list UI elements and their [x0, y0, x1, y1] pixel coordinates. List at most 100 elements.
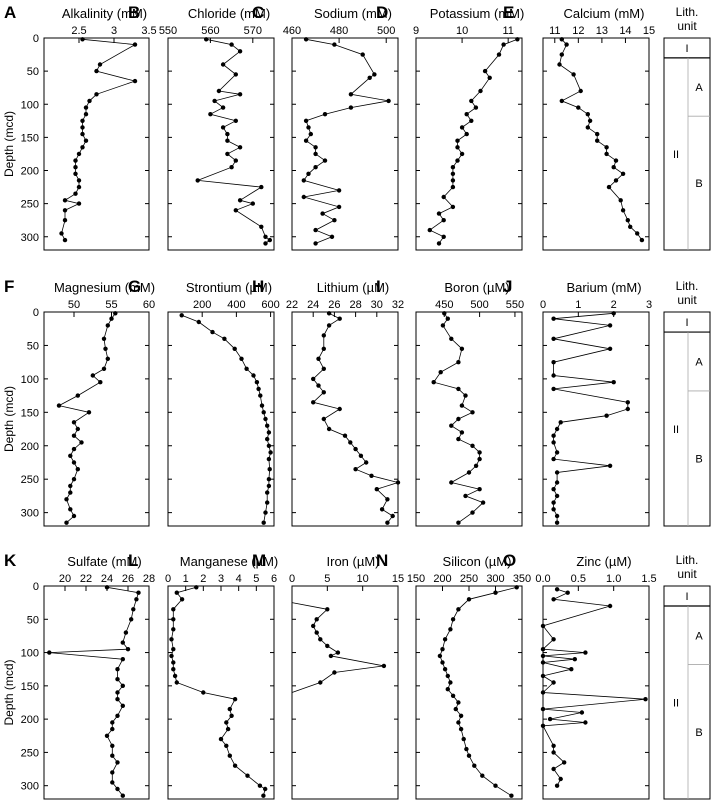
data-point [120, 683, 126, 688]
data-point [76, 184, 82, 190]
data-point [76, 201, 82, 206]
data-point [565, 590, 570, 595]
series-line [57, 313, 116, 523]
data-point [458, 726, 464, 732]
x-tick-label: 1.5 [641, 573, 656, 585]
data-point [73, 171, 78, 176]
data-point [625, 218, 630, 223]
data-point [554, 480, 560, 485]
x-tick-label: 0.0 [535, 573, 550, 585]
data-point [477, 456, 482, 462]
data-point [195, 178, 200, 183]
data-point [587, 118, 593, 124]
data-point [441, 194, 446, 200]
data-point [265, 436, 270, 442]
panel-letter: M [252, 551, 266, 570]
panel-letter: K [4, 551, 17, 570]
panel-title: Magnesium (mM) [54, 280, 155, 295]
panel-letter: E [503, 3, 514, 22]
data-point [456, 416, 461, 422]
data-point [336, 204, 342, 210]
data-point [436, 211, 442, 216]
data-point [244, 366, 249, 371]
data-point [208, 112, 213, 117]
x-tick-label: 14 [619, 25, 631, 37]
data-point [448, 627, 453, 632]
data-point [321, 366, 326, 371]
lith-title: unit [677, 567, 697, 581]
data-point [455, 158, 460, 163]
data-point [606, 184, 612, 190]
panel-title: Potassium (mM) [430, 6, 525, 21]
data-point [515, 37, 520, 42]
data-point [314, 617, 319, 622]
data-point [386, 98, 391, 104]
data-point [263, 786, 268, 792]
y-tick-label: 0 [33, 307, 39, 319]
data-point [332, 42, 337, 47]
data-point [232, 763, 238, 768]
data-point [480, 500, 486, 505]
lith-title: Lith. [676, 5, 699, 19]
subunit-label: B [695, 727, 702, 739]
data-point [558, 420, 563, 425]
lith-frame [663, 37, 711, 251]
data-point [540, 660, 546, 665]
plot-frame [167, 37, 275, 251]
data-point [75, 467, 81, 472]
data-point [551, 750, 556, 755]
data-point [266, 443, 272, 448]
data-point [348, 440, 353, 445]
data-point [64, 497, 69, 502]
x-tick-label: 560 [201, 25, 219, 37]
data-point [551, 743, 556, 748]
data-point [453, 706, 458, 712]
data-point [442, 637, 448, 642]
data-point [110, 720, 115, 725]
data-point [98, 380, 103, 385]
data-point [551, 336, 556, 341]
data-point [251, 373, 256, 378]
data-point [456, 700, 461, 705]
data-point [450, 178, 456, 183]
data-point [628, 224, 633, 229]
panel-title: Manganese (µM) [180, 554, 279, 569]
data-point [250, 201, 255, 206]
plot-frame [167, 311, 275, 527]
data-point [212, 98, 217, 104]
panel-J: J Barium (mM) 0 1 2 3 [503, 277, 652, 527]
x-tick-label: 550 [506, 299, 524, 311]
data-point [115, 697, 120, 702]
x-tick-label: 350 [513, 573, 531, 585]
data-point [245, 773, 250, 778]
data-point [463, 393, 468, 398]
y-tick-label: 150 [21, 407, 39, 419]
x-tick-label: 200 [193, 299, 211, 311]
data-point [259, 184, 264, 190]
plot-frame [291, 37, 399, 251]
panel-letter: A [4, 3, 16, 22]
data-point [440, 647, 445, 652]
data-point [311, 623, 316, 629]
data-point [313, 151, 318, 157]
x-tick-label: 12 [572, 25, 584, 37]
data-point [233, 72, 238, 77]
data-point [306, 125, 311, 130]
y-tick-label: 50 [27, 614, 39, 626]
data-point [466, 753, 472, 758]
panel-N: N Silicon (µM) 150 200 250 300 350 [376, 551, 531, 800]
y-tick-label: 250 [21, 474, 39, 486]
unit-label: II [673, 149, 679, 161]
data-point [224, 743, 229, 748]
plot-frame [542, 37, 650, 251]
data-point [540, 723, 546, 728]
plot-frame [43, 37, 150, 251]
plot-frame [291, 585, 399, 800]
data-point [171, 660, 176, 665]
y-tick-label: 100 [21, 648, 39, 660]
data-point [461, 736, 466, 742]
data-point [105, 356, 111, 361]
data-point [76, 178, 82, 183]
data-point [258, 393, 263, 398]
x-tick-label: 0.5 [571, 573, 586, 585]
